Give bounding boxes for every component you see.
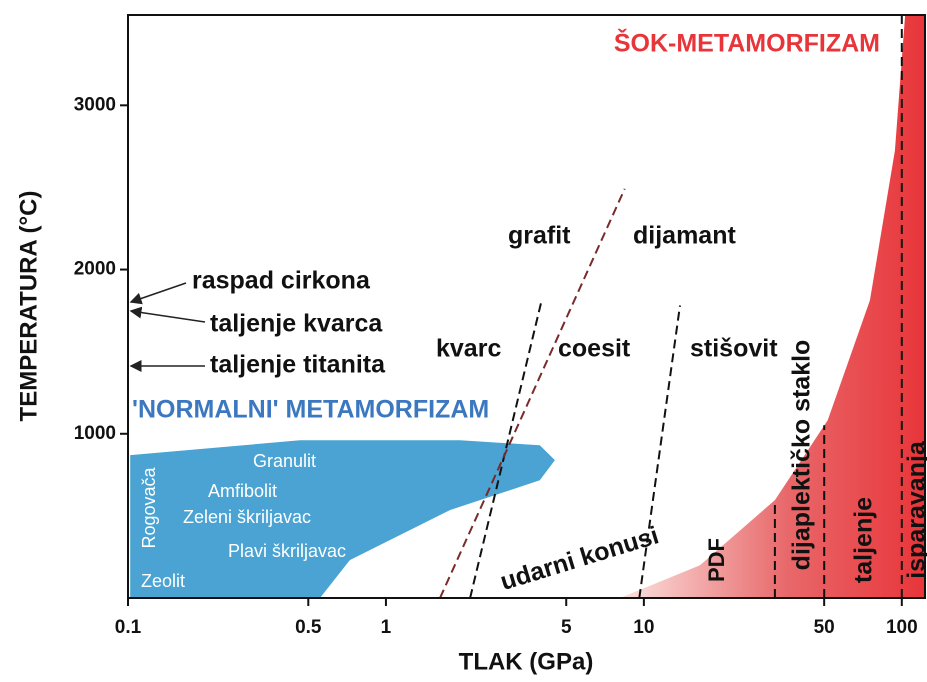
- boundary-line: [439, 188, 626, 599]
- labels: ŠOK-METAMORFIZAM 'NORMALNI' METAMORFIZAM…: [129, 28, 927, 596]
- plot-frame: [127, 14, 926, 599]
- annotation: dijaplektičko staklo: [788, 340, 816, 571]
- x-tick-label: 50: [814, 617, 835, 638]
- annotation: raspad cirkona: [192, 267, 371, 295]
- y-tick-label: 3000: [74, 94, 116, 115]
- annotation: grafit: [508, 222, 571, 250]
- annotation: coesit: [558, 335, 631, 363]
- annotation: isparavanja: [903, 440, 927, 579]
- y-axis-label: TEMPERATURA (°C): [15, 191, 42, 422]
- region: [130, 440, 555, 598]
- arrow: [129, 306, 206, 323]
- arrow: [129, 282, 187, 305]
- x-axis-label: TLAK (GPa): [459, 648, 594, 675]
- x-tick-label: 0.5: [295, 617, 322, 638]
- annotation: 'NORMALNI' METAMORFIZAM: [132, 396, 489, 424]
- x-tick-label: 10: [633, 617, 654, 638]
- annotation: taljenje: [850, 497, 878, 583]
- region: [619, 15, 925, 599]
- annotation: Rogovača: [139, 466, 159, 548]
- x-tick-label: 5: [561, 617, 572, 638]
- x-tick-label: 0.1: [115, 617, 142, 638]
- annotation: Amfibolit: [208, 481, 277, 501]
- boundary-line: [469, 298, 544, 599]
- y-tick-label: 2000: [74, 259, 116, 280]
- annotation: Plavi škriljavac: [228, 541, 346, 561]
- annotation: Granulit: [253, 451, 316, 471]
- annotation: udarni konusi: [497, 521, 662, 596]
- plot: 0.1 0.5 1 5 10 50 100 1000 2000 3000: [74, 14, 926, 638]
- x-tick-label: 1: [381, 617, 392, 638]
- annotation: Zeleni škriljavac: [183, 507, 311, 527]
- annotation: stišovit: [690, 335, 778, 363]
- annotation: taljenje kvarca: [210, 310, 383, 338]
- annotation: taljenje titanita: [210, 351, 386, 379]
- annotation: PDF: [704, 538, 729, 582]
- annotation: kvarc: [436, 335, 501, 363]
- y-tick-label: 1000: [74, 423, 116, 444]
- annotation: ŠOK-METAMORFIZAM: [614, 28, 880, 58]
- x-tick-label: 100: [886, 617, 918, 638]
- annotation: dijamant: [633, 222, 736, 250]
- annotation: Zeolit: [141, 571, 185, 591]
- boundary-line: [638, 305, 681, 599]
